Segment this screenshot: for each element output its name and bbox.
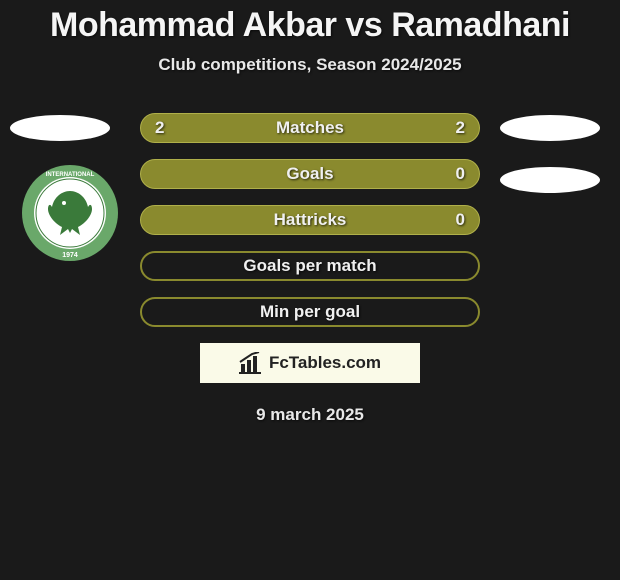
subtitle: Club competitions, Season 2024/2025	[0, 55, 620, 75]
widget-container: Mohammad Akbar vs Ramadhani Club competi…	[0, 0, 620, 425]
stat-bar: Goals per match	[140, 251, 480, 281]
stat-value-left: 2	[155, 118, 164, 138]
stat-value-right: 0	[456, 164, 465, 184]
stat-label: Goals	[286, 164, 333, 184]
stat-value-right: 2	[456, 118, 465, 138]
stat-row: Min per goal	[0, 297, 620, 327]
stat-row: 2 Matches 2	[0, 113, 620, 143]
bar-chart-icon	[239, 352, 265, 374]
stat-row: Goals per match	[0, 251, 620, 281]
stat-bar: Goals 0	[140, 159, 480, 189]
stat-bar: Hattricks 0	[140, 205, 480, 235]
stat-row: Goals 0	[0, 159, 620, 189]
stat-label: Hattricks	[274, 210, 347, 230]
stat-bar: Min per goal	[140, 297, 480, 327]
page-title: Mohammad Akbar vs Ramadhani	[0, 6, 620, 45]
date: 9 march 2025	[0, 405, 620, 425]
stat-bar: 2 Matches 2	[140, 113, 480, 143]
attribution-text: FcTables.com	[269, 353, 381, 373]
stat-value-right: 0	[456, 210, 465, 230]
attribution-badge[interactable]: FcTables.com	[200, 343, 420, 383]
stat-label: Matches	[276, 118, 344, 138]
stat-label: Goals per match	[243, 256, 376, 276]
stats-list: 2 Matches 2 Goals 0 Hattricks 0 Goals per match…	[0, 113, 620, 327]
stat-label: Min per goal	[260, 302, 360, 322]
comparison-area: INTERNATIONAL 1974 2Matches2Goals0Hattri…	[0, 113, 620, 327]
stat-row: Hattricks 0	[0, 205, 620, 235]
